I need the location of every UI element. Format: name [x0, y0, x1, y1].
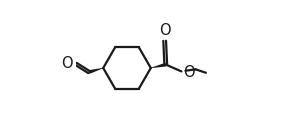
- Text: O: O: [61, 56, 73, 71]
- Polygon shape: [151, 63, 166, 68]
- Polygon shape: [88, 68, 103, 74]
- Text: O: O: [159, 23, 170, 38]
- Text: O: O: [183, 65, 195, 80]
